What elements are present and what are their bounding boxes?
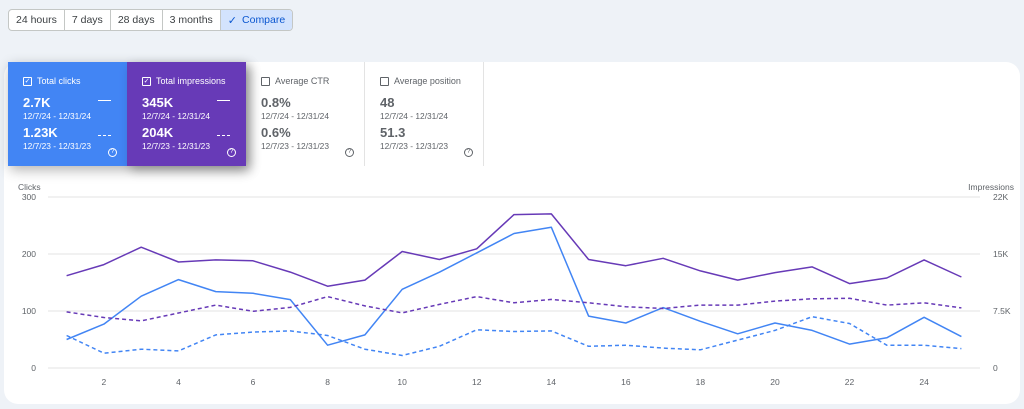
- dashed-line-icon: [217, 135, 230, 136]
- x-tick-label: 22: [845, 377, 855, 387]
- range-28-days-button[interactable]: 28 days: [111, 10, 163, 30]
- average-position-tile[interactable]: Average position 48 12/7/24 - 12/31/24 5…: [365, 62, 484, 166]
- current-range: 12/7/24 - 12/31/24: [380, 111, 448, 121]
- current-value: 2.7K: [23, 95, 51, 110]
- right-tick-label: 15K: [993, 249, 1008, 259]
- date-range-selector: 24 hours 7 days 28 days 3 months ✓ Compar…: [8, 9, 294, 31]
- range-label: 24 hours: [16, 14, 57, 26]
- left-tick-label: 300: [22, 192, 36, 202]
- solid-line-icon: [98, 100, 111, 101]
- range-7-days-button[interactable]: 7 days: [65, 10, 111, 30]
- clicks-current-line: [66, 226, 962, 346]
- help-icon[interactable]: ?: [108, 148, 117, 157]
- right-tick-label: 0: [993, 363, 998, 373]
- checkbox-checked-icon[interactable]: ✓: [142, 76, 151, 86]
- previous-value: 204K: [142, 125, 174, 140]
- range-compare-button[interactable]: ✓ Compare: [220, 10, 293, 30]
- average-ctr-tile[interactable]: Average CTR 0.8% 12/7/24 - 12/31/24 0.6%…: [246, 62, 365, 166]
- x-tick-label: 24: [919, 377, 929, 387]
- previous-range: 12/7/23 - 12/31/23: [261, 141, 329, 151]
- tile-label: Total clicks: [37, 76, 81, 86]
- clicks-previous-line: [66, 315, 962, 357]
- range-label: 28 days: [117, 14, 155, 26]
- previous-range: 12/7/23 - 12/31/23: [23, 141, 91, 151]
- checkbox-checked-icon[interactable]: ✓: [23, 76, 32, 86]
- range-3-months-button[interactable]: 3 months: [163, 10, 221, 30]
- range-label: 3 months: [169, 14, 213, 26]
- right-tick-label: 7.5K: [993, 306, 1011, 316]
- previous-range: 12/7/23 - 12/31/23: [142, 141, 210, 151]
- previous-range: 12/7/23 - 12/31/23: [380, 141, 448, 151]
- range-24-hours-button[interactable]: 24 hours: [9, 10, 65, 30]
- x-tick-label: 14: [547, 377, 557, 387]
- previous-value: 1.23K: [23, 125, 58, 140]
- current-value: 345K: [142, 95, 174, 110]
- check-icon: ✓: [227, 14, 238, 27]
- range-label: Compare: [242, 14, 286, 26]
- checkbox-unchecked-icon[interactable]: [380, 76, 389, 86]
- total-impressions-tile[interactable]: ✓ Total impressions 345K 12/7/24 - 12/31/…: [127, 62, 246, 166]
- tile-label: Average position: [394, 76, 461, 86]
- x-tick-label: 6: [251, 377, 256, 387]
- tile-label: Total impressions: [156, 76, 226, 86]
- impressions-previous-line: [66, 295, 962, 322]
- help-icon[interactable]: ?: [227, 148, 236, 157]
- x-tick-label: 2: [102, 377, 107, 387]
- x-tick-label: 16: [621, 377, 631, 387]
- left-tick-label: 0: [31, 363, 36, 373]
- dashed-line-icon: [98, 135, 111, 136]
- x-tick-label: 18: [696, 377, 706, 387]
- current-value: 48: [380, 95, 395, 110]
- right-axis-title: Impressions: [968, 182, 1014, 192]
- impressions-current-line: [66, 213, 962, 287]
- checkbox-unchecked-icon[interactable]: [261, 76, 270, 86]
- tile-label: Average CTR: [275, 76, 330, 86]
- help-icon[interactable]: ?: [345, 148, 354, 157]
- left-axis-title: Clicks: [18, 182, 41, 192]
- left-tick-label: 100: [22, 306, 36, 316]
- x-tick-label: 8: [325, 377, 330, 387]
- right-tick-label: 22K: [993, 192, 1008, 202]
- x-tick-label: 20: [770, 377, 780, 387]
- solid-line-icon: [217, 100, 230, 101]
- help-icon[interactable]: ?: [464, 148, 473, 157]
- current-range: 12/7/24 - 12/31/24: [142, 111, 210, 121]
- previous-value: 0.6%: [261, 125, 291, 140]
- range-label: 7 days: [71, 14, 103, 26]
- x-tick-label: 4: [176, 377, 181, 387]
- previous-value: 51.3: [380, 125, 406, 140]
- total-clicks-tile[interactable]: ✓ Total clicks 2.7K 12/7/24 - 12/31/24 1.…: [8, 62, 127, 166]
- left-tick-label: 200: [22, 249, 36, 259]
- current-range: 12/7/24 - 12/31/24: [23, 111, 91, 121]
- current-range: 12/7/24 - 12/31/24: [261, 111, 329, 121]
- x-tick-label: 10: [397, 377, 407, 387]
- x-tick-label: 12: [472, 377, 482, 387]
- current-value: 0.8%: [261, 95, 291, 110]
